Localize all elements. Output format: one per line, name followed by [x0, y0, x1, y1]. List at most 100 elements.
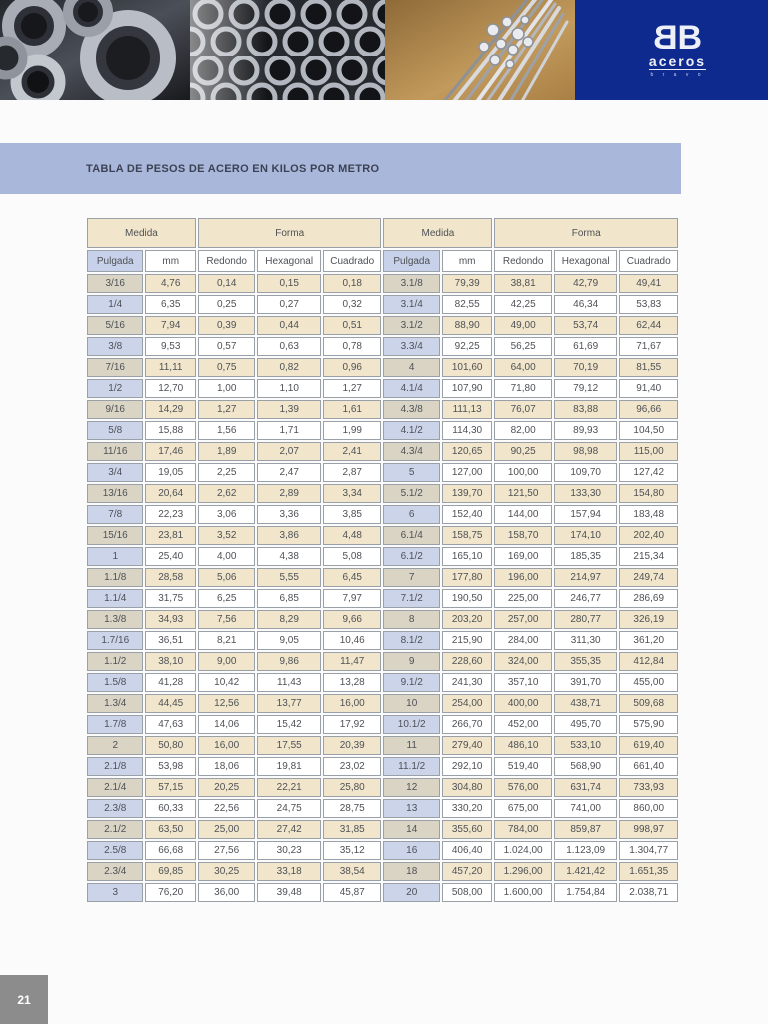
cell-value: 0,78 — [322, 337, 382, 356]
cell-value: 8,21 — [197, 631, 256, 650]
cell-value: 39,48 — [257, 883, 321, 902]
cell-value: 196,00 — [494, 568, 552, 587]
cell-value: 36,00 — [197, 883, 256, 902]
cell-pulgada: 3.1/4 — [383, 295, 440, 314]
cell-value: 324,00 — [494, 652, 552, 671]
cell-value: 457,20 — [441, 862, 493, 881]
cell-value: 5,55 — [257, 568, 321, 587]
cell-value: 22,56 — [197, 799, 256, 818]
cell-value: 91,40 — [619, 379, 678, 398]
cell-pulgada: 1/4 — [87, 295, 144, 314]
cell-value: 11,47 — [322, 652, 382, 671]
cell-value: 115,00 — [619, 442, 678, 461]
cell-value: 60,33 — [145, 799, 196, 818]
col-header-redondo: Redondo — [494, 250, 552, 272]
cell-value: 17,92 — [322, 715, 382, 734]
cell-pulgada: 6.1/2 — [383, 547, 440, 566]
cell-value: 733,93 — [619, 778, 678, 797]
cell-pulgada: 8 — [383, 610, 440, 629]
cell-value: 3,52 — [197, 526, 256, 545]
cell-pulgada: 1.3/4 — [87, 694, 144, 713]
cell-pulgada: 15/16 — [87, 526, 144, 545]
steel-rings-photo — [0, 0, 190, 100]
cell-value: 154,80 — [619, 484, 678, 503]
table-row: 7/8 22,23 3,06 3,36 3,85 6 152,40 144,00 157,94 1… — [87, 505, 678, 524]
cell-value: 44,45 — [145, 694, 196, 713]
cell-value: 0,39 — [197, 316, 256, 335]
cell-value: 25,80 — [322, 778, 382, 797]
table-row: 9/16 14,29 1,27 1,39 1,61 4.3/8 111,13 76,07 83,… — [87, 400, 678, 419]
cell-value: 98,98 — [553, 442, 618, 461]
cell-value: 158,70 — [494, 526, 552, 545]
cell-pulgada: 18 — [383, 862, 440, 881]
cell-value: 38,81 — [494, 274, 552, 293]
cell-value: 1,00 — [197, 379, 256, 398]
cell-value: 139,70 — [441, 484, 493, 503]
cell-pulgada: 8.1/2 — [383, 631, 440, 650]
cell-value: 12,56 — [197, 694, 256, 713]
cell-value: 16,00 — [322, 694, 382, 713]
cell-value: 190,50 — [441, 589, 493, 608]
table-row: 1 25,40 4,00 4,38 5,08 6.1/2 165,10 169,00 185,3… — [87, 547, 678, 566]
cell-value: 452,00 — [494, 715, 552, 734]
cell-value: 158,75 — [441, 526, 493, 545]
cell-value: 14,29 — [145, 400, 196, 419]
cell-value: 249,74 — [619, 568, 678, 587]
cell-value: 5,06 — [197, 568, 256, 587]
cell-value: 165,10 — [441, 547, 493, 566]
cell-value: 88,90 — [441, 316, 493, 335]
cell-value: 361,20 — [619, 631, 678, 650]
cell-pulgada: 1.7/16 — [87, 631, 144, 650]
cell-value: 57,15 — [145, 778, 196, 797]
cell-value: 104,50 — [619, 421, 678, 440]
cell-pulgada: 12 — [383, 778, 440, 797]
cell-value: 64,00 — [494, 358, 552, 377]
cell-value: 619,40 — [619, 736, 678, 755]
cell-pulgada: 3 — [87, 883, 144, 902]
cell-value: 9,00 — [197, 652, 256, 671]
cell-value: 185,35 — [553, 547, 618, 566]
cell-value: 20,64 — [145, 484, 196, 503]
header-banner: BB aceros b r a v o — [0, 0, 768, 100]
cell-value: 1.123,09 — [553, 841, 618, 860]
table-row: 2.5/8 66,68 27,56 30,23 35,12 16 406,40 1.024,0… — [87, 841, 678, 860]
cell-value: 0,32 — [322, 295, 382, 314]
cell-value: 16,00 — [197, 736, 256, 755]
cell-pulgada: 2.3/4 — [87, 862, 144, 881]
cell-pulgada: 4.1/4 — [383, 379, 440, 398]
cell-value: 406,40 — [441, 841, 493, 860]
cell-value: 4,76 — [145, 274, 196, 293]
cell-value: 661,40 — [619, 757, 678, 776]
cell-value: 19,81 — [257, 757, 321, 776]
cell-pulgada: 2.3/8 — [87, 799, 144, 818]
steel-tubes-photo — [190, 0, 385, 100]
cell-value: 0,18 — [322, 274, 382, 293]
cell-pulgada: 9.1/2 — [383, 673, 440, 692]
cell-value: 330,20 — [441, 799, 493, 818]
cell-pulgada: 3.1/8 — [383, 274, 440, 293]
table-row: 1.1/2 38,10 9,00 9,86 11,47 9 228,60 324,00 355,… — [87, 652, 678, 671]
group-header-medida: Medida — [87, 218, 196, 248]
cell-value: 89,93 — [553, 421, 618, 440]
cell-value: 0,25 — [197, 295, 256, 314]
cell-pulgada: 10.1/2 — [383, 715, 440, 734]
cell-value: 144,00 — [494, 505, 552, 524]
cell-pulgada: 1 — [87, 547, 144, 566]
cell-value: 7,56 — [197, 610, 256, 629]
cell-pulgada: 1/2 — [87, 379, 144, 398]
cell-value: 3,36 — [257, 505, 321, 524]
cell-value: 455,00 — [619, 673, 678, 692]
cell-value: 1.304,77 — [619, 841, 678, 860]
cell-value: 63,50 — [145, 820, 196, 839]
cell-value: 53,98 — [145, 757, 196, 776]
cell-value: 859,87 — [553, 820, 618, 839]
cell-value: 4,48 — [322, 526, 382, 545]
cell-value: 508,00 — [441, 883, 493, 902]
cell-value: 56,25 — [494, 337, 552, 356]
col-header-hexagonal: Hexagonal — [553, 250, 618, 272]
cell-value: 81,55 — [619, 358, 678, 377]
cell-value: 246,77 — [553, 589, 618, 608]
table-row: 3 76,20 36,00 39,48 45,87 20 508,00 1.600,00 1.7… — [87, 883, 678, 902]
cell-value: 1,61 — [322, 400, 382, 419]
